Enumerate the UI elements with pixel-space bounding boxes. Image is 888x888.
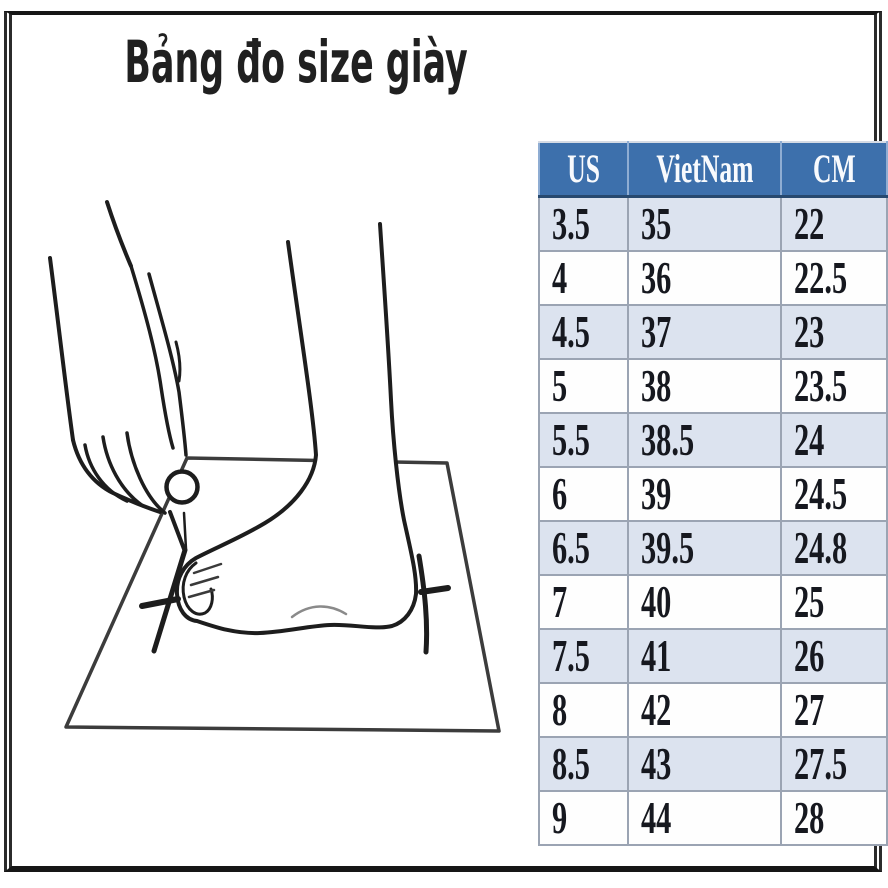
cell-us: 5 — [538, 358, 629, 414]
shoe-size-table: US VietNam CM 3.5 35 22 4 36 22.5 4.5 37… — [538, 141, 888, 846]
cell-us: 4.5 — [538, 304, 629, 360]
cell-vietnam: 36 — [626, 250, 783, 306]
cell-vietnam: 42 — [626, 682, 783, 738]
cell-cm: 23.5 — [780, 358, 888, 414]
cell-us: 3.5 — [538, 195, 629, 252]
cell-cm: 22 — [780, 195, 888, 252]
cell-vietnam: 43 — [626, 736, 783, 792]
header-cell-us: US — [538, 141, 629, 198]
cell-cm: 27.5 — [780, 736, 888, 792]
table-row: 8.5 43 27.5 — [538, 736, 888, 792]
cell-us: 8 — [538, 682, 629, 738]
page-title: Bảng đo size giày — [10, 33, 576, 91]
cell-vietnam: 35 — [626, 195, 783, 252]
table-row: 5.5 38.5 24 — [538, 412, 888, 468]
table-row: 9 44 28 — [538, 790, 888, 846]
cell-cm: 24.5 — [780, 466, 888, 522]
cell-us: 8.5 — [538, 736, 629, 792]
cell-us: 5.5 — [538, 412, 629, 468]
cell-cm: 22.5 — [780, 250, 888, 306]
table-header-row: US VietNam CM — [538, 141, 888, 198]
cell-cm: 25 — [780, 574, 888, 630]
table-row: 8 42 27 — [538, 682, 888, 738]
cell-us: 6 — [538, 466, 629, 522]
page-title-text: Bảng đo size giày — [124, 28, 468, 96]
cell-us: 6.5 — [538, 520, 629, 576]
table-row: 3.5 35 22 — [538, 195, 888, 252]
cell-vietnam: 38.5 — [626, 412, 783, 468]
table-row: 7 40 25 — [538, 574, 888, 630]
cell-us: 4 — [538, 250, 629, 306]
table-row: 6.5 39.5 24.8 — [538, 520, 888, 576]
cell-us: 9 — [538, 790, 629, 846]
header-cell-vietnam: VietNam — [626, 141, 783, 198]
cell-cm: 24 — [780, 412, 888, 468]
table-row: 6 39 24.5 — [538, 466, 888, 522]
cell-vietnam: 38 — [626, 358, 783, 414]
cell-cm: 24.8 — [780, 520, 888, 576]
cell-vietnam: 41 — [626, 628, 783, 684]
cell-vietnam: 37 — [626, 304, 783, 360]
table-row: 5 38 23.5 — [538, 358, 888, 414]
cell-cm: 27 — [780, 682, 888, 738]
table-row: 4 36 22.5 — [538, 250, 888, 306]
cell-cm: 28 — [780, 790, 888, 846]
cell-vietnam: 39 — [626, 466, 783, 522]
cell-vietnam: 39.5 — [626, 520, 783, 576]
table-row: 4.5 37 23 — [538, 304, 888, 360]
cell-cm: 23 — [780, 304, 888, 360]
cell-vietnam: 44 — [626, 790, 783, 846]
cell-us: 7 — [538, 574, 629, 630]
cell-us: 7.5 — [538, 628, 629, 684]
cell-cm: 26 — [780, 628, 888, 684]
table-row: 7.5 41 26 — [538, 628, 888, 684]
cell-vietnam: 40 — [626, 574, 783, 630]
header-cell-cm: CM — [780, 141, 888, 198]
